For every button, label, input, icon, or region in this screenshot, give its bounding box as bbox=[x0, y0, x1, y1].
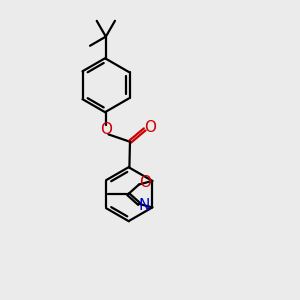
Text: N: N bbox=[139, 198, 150, 213]
Text: O: O bbox=[145, 119, 157, 134]
Text: O: O bbox=[100, 122, 112, 137]
Text: O: O bbox=[139, 176, 151, 190]
